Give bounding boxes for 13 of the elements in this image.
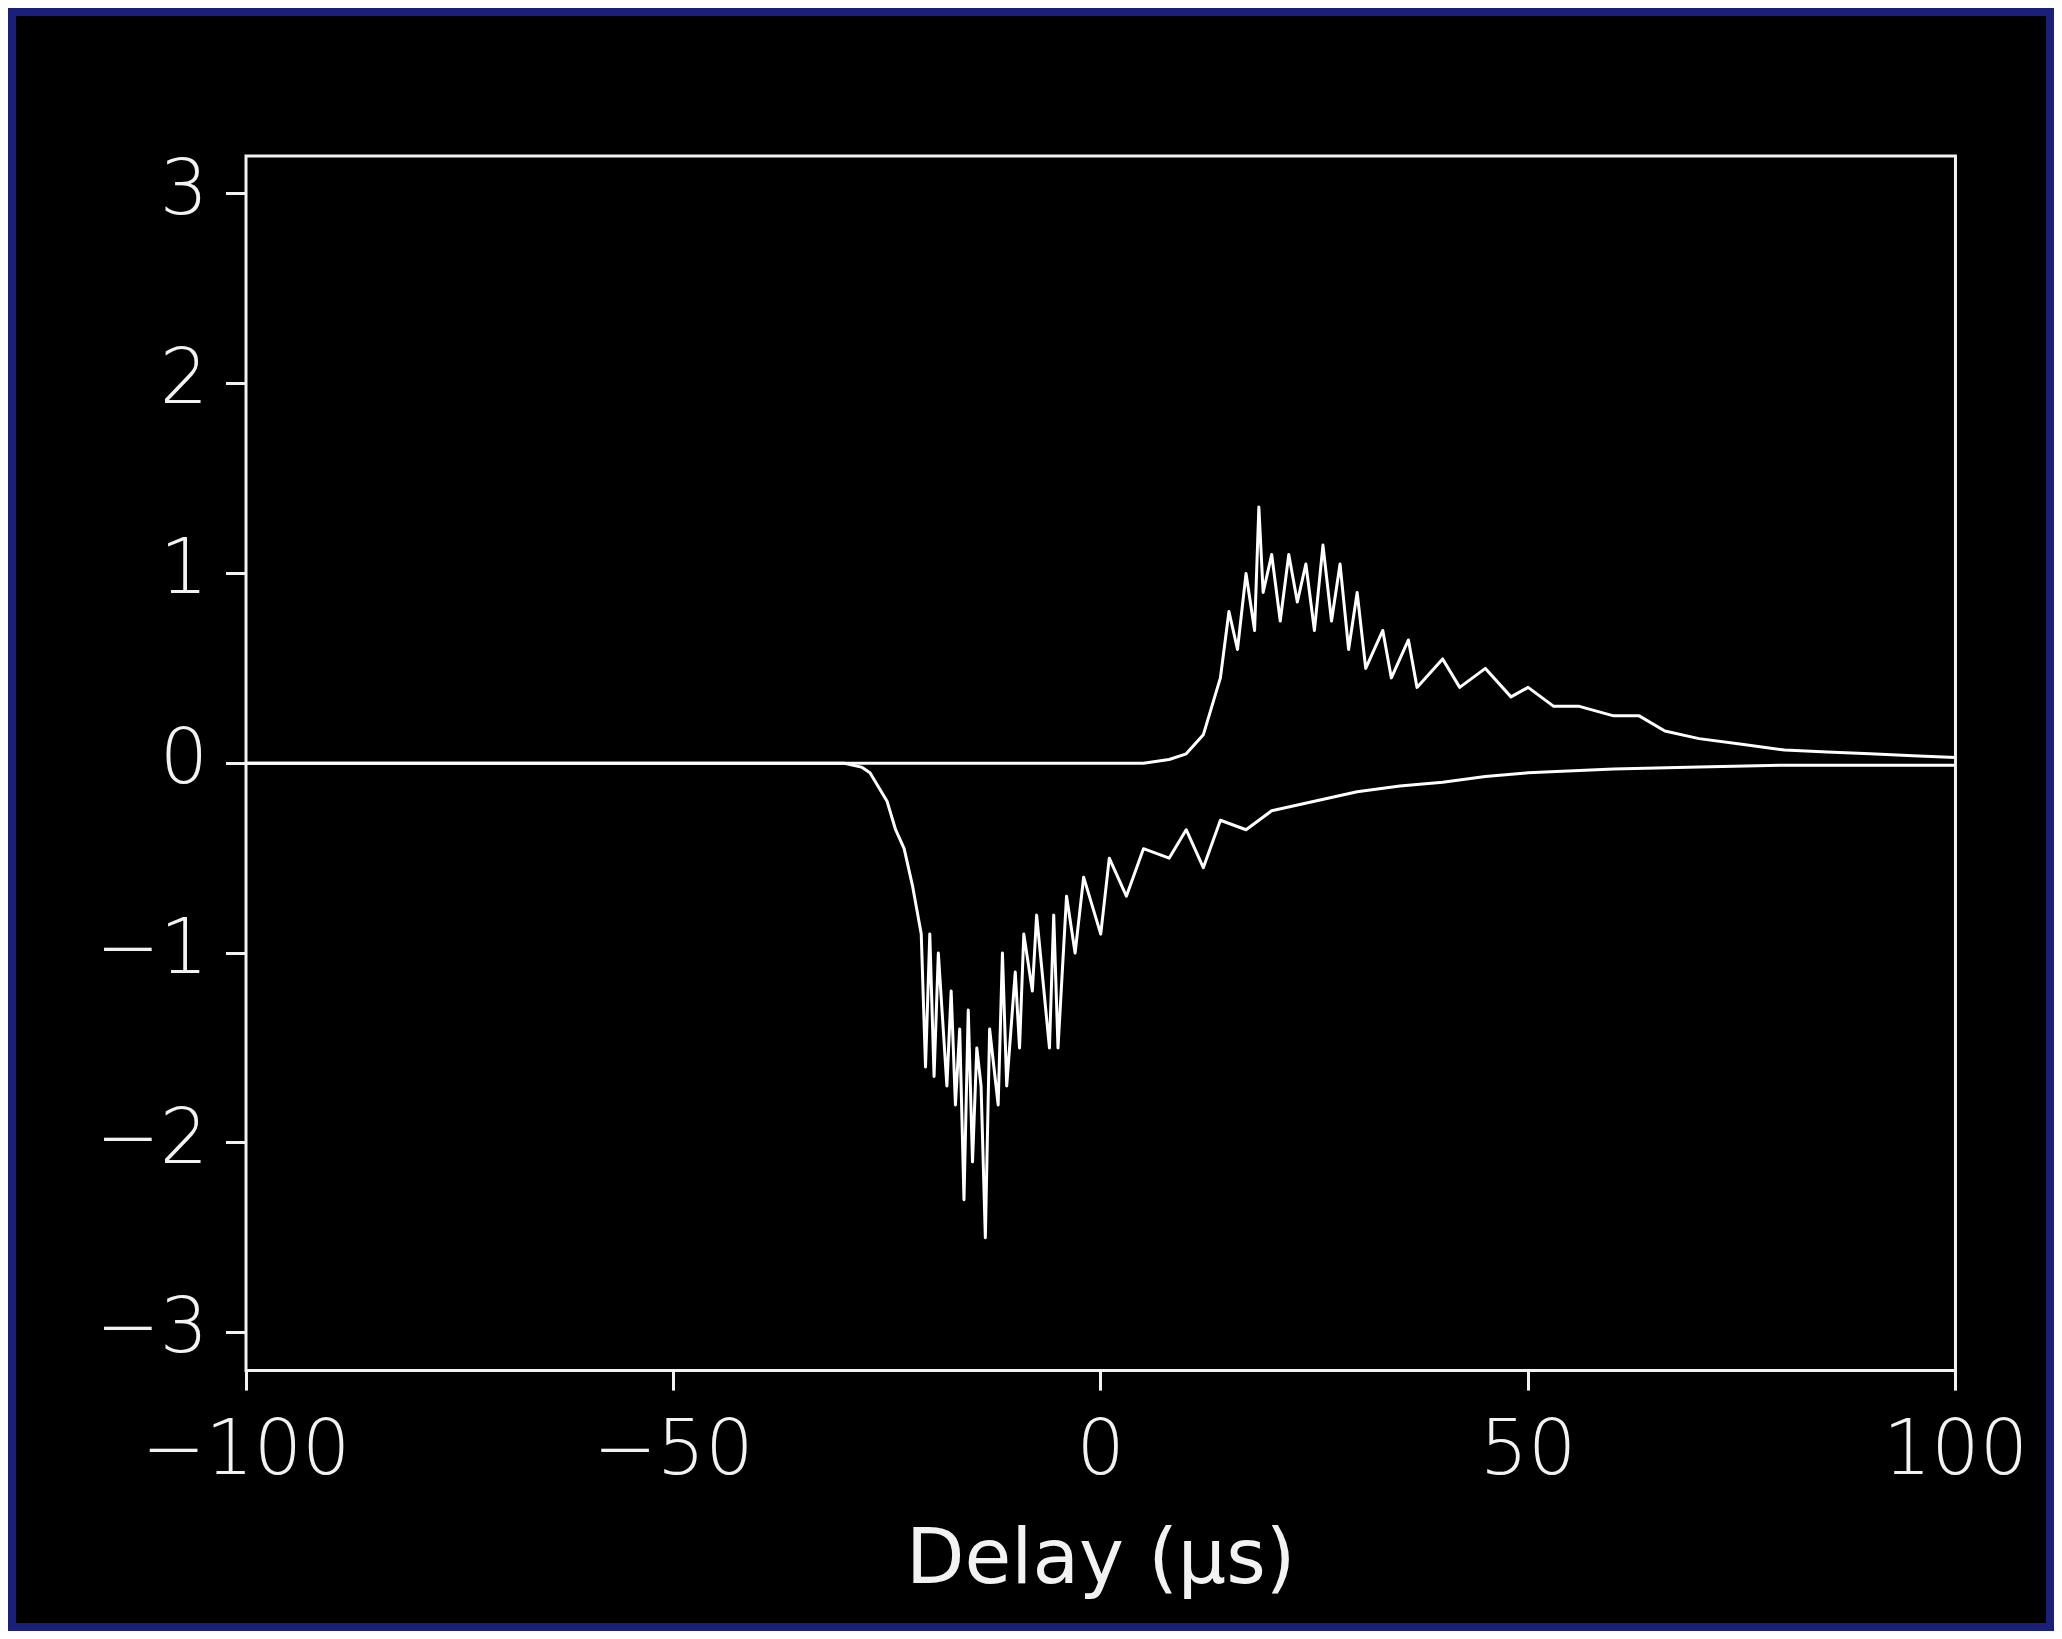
y-tick-label: −3 [95, 1281, 208, 1371]
y-tick-label: 2 [159, 332, 208, 422]
y-tick-label: 3 [159, 142, 208, 232]
y-tick-label: 1 [159, 522, 208, 612]
x-tick-label: 0 [1076, 1402, 1125, 1492]
x-tick-label: −100 [141, 1402, 351, 1492]
y-tick-label: −1 [95, 901, 208, 991]
x-tick-label: −50 [593, 1402, 754, 1492]
x-tick-label: 100 [1882, 1402, 2028, 1492]
x-axis-title: Delay (μs) [906, 1512, 1296, 1602]
y-tick-label: −2 [95, 1091, 208, 1181]
y-tick-label: 0 [159, 712, 208, 802]
x-tick-label: 50 [1479, 1402, 1577, 1492]
